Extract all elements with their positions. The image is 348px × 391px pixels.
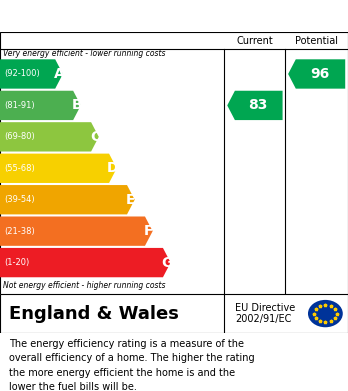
Text: England & Wales: England & Wales [9,305,179,323]
Text: (92-100): (92-100) [4,70,40,79]
Polygon shape [288,59,345,89]
Text: (1-20): (1-20) [4,258,30,267]
Text: 2002/91/EC: 2002/91/EC [235,314,291,325]
Text: C: C [90,130,100,144]
Text: (69-80): (69-80) [4,132,35,142]
Text: Potential: Potential [295,36,338,46]
Text: (81-91): (81-91) [4,101,35,110]
Polygon shape [0,59,63,89]
Text: B: B [72,99,82,113]
Polygon shape [0,248,171,277]
Text: 83: 83 [248,99,268,113]
Polygon shape [0,122,99,152]
Ellipse shape [308,300,343,327]
Polygon shape [227,91,283,120]
Text: A: A [54,67,64,81]
Text: F: F [144,224,153,238]
Text: G: G [161,256,173,270]
Polygon shape [0,185,135,214]
Text: D: D [107,161,119,175]
Text: (39-54): (39-54) [4,195,35,204]
Text: 96: 96 [310,67,329,81]
Polygon shape [0,91,81,120]
Text: Energy Efficiency Rating: Energy Efficiency Rating [9,7,238,25]
Text: EU Directive: EU Directive [235,303,295,313]
Text: The energy efficiency rating is a measure of the
overall efficiency of a home. T: The energy efficiency rating is a measur… [9,339,254,391]
Text: Very energy efficient - lower running costs: Very energy efficient - lower running co… [3,49,166,58]
Polygon shape [0,154,117,183]
Text: Current: Current [237,36,273,46]
Text: E: E [126,193,136,207]
Text: (55-68): (55-68) [4,164,35,173]
Text: (21-38): (21-38) [4,227,35,236]
Polygon shape [0,217,153,246]
Text: Not energy efficient - higher running costs: Not energy efficient - higher running co… [3,281,166,290]
